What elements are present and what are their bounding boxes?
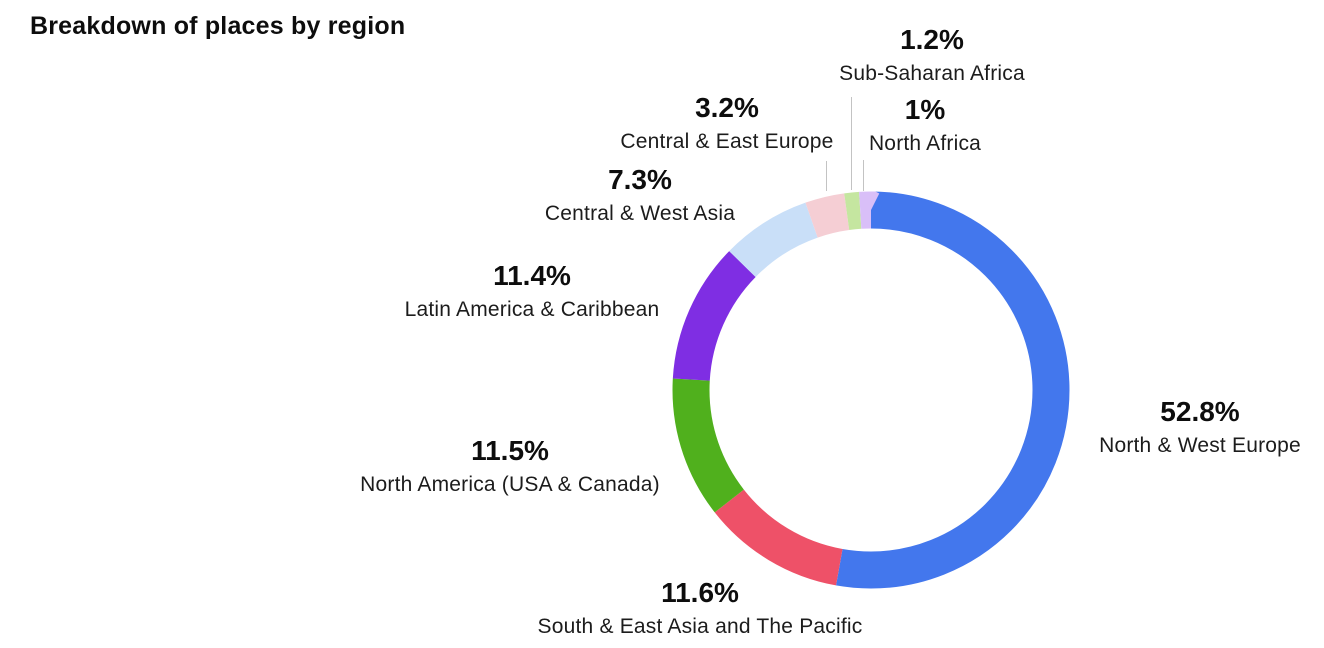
segment-percentage: 11.6% bbox=[661, 577, 739, 608]
segment-name: Latin America & Caribbean bbox=[404, 298, 660, 321]
chart-title: Breakdown of places by region bbox=[30, 12, 406, 40]
chart-label-north-africa: 1% North Africa bbox=[869, 95, 981, 156]
donut-segment-north-america-usa-canada bbox=[672, 191, 1070, 589]
segment-percentage: 7.3% bbox=[608, 164, 672, 195]
segment-percentage: 3.2% bbox=[695, 92, 759, 123]
chart-label-sub-saharan-africa: 1.2% Sub-Saharan Africa bbox=[839, 25, 1025, 86]
segment-percentage: 11.5% bbox=[471, 435, 549, 466]
donut-segment-north-africa bbox=[672, 191, 1070, 589]
segment-percentage: 11.4% bbox=[493, 260, 571, 291]
donut-chart bbox=[672, 191, 1070, 589]
chart-label-latin-america-caribbean: 11.4% Latin America & Caribbean bbox=[405, 261, 660, 322]
segment-name: North America (USA & Canada) bbox=[360, 473, 660, 496]
leader-line-sub-saharan-africa bbox=[851, 97, 852, 190]
chart-label-north-america-usa-canada: 11.5% North America (USA & Canada) bbox=[360, 436, 660, 497]
leader-line-central-east-europe bbox=[826, 161, 827, 191]
segment-name: North & West Europe bbox=[1099, 434, 1301, 457]
leader-line-north-africa bbox=[863, 160, 864, 191]
segment-name: Central & East Europe bbox=[620, 130, 834, 153]
chart-label-central-east-europe: 3.2% Central & East Europe bbox=[620, 93, 833, 154]
segment-name: Sub-Saharan Africa bbox=[839, 62, 1025, 85]
segment-percentage: 1.2% bbox=[900, 24, 964, 55]
segment-name: Central & West Asia bbox=[544, 202, 736, 225]
segment-name: South & East Asia and The Pacific bbox=[537, 615, 863, 638]
segment-name: North Africa bbox=[868, 132, 982, 155]
chart-label-south-east-asia-and-the-pacific: 11.6% South & East Asia and The Pacific bbox=[538, 578, 863, 639]
chart-label-central-west-asia: 7.3% Central & West Asia bbox=[545, 165, 735, 226]
chart-label-north-west-europe: 52.8% North & West Europe bbox=[1099, 397, 1301, 458]
segment-percentage: 1% bbox=[904, 94, 946, 125]
segment-percentage: 52.8% bbox=[1160, 396, 1240, 427]
